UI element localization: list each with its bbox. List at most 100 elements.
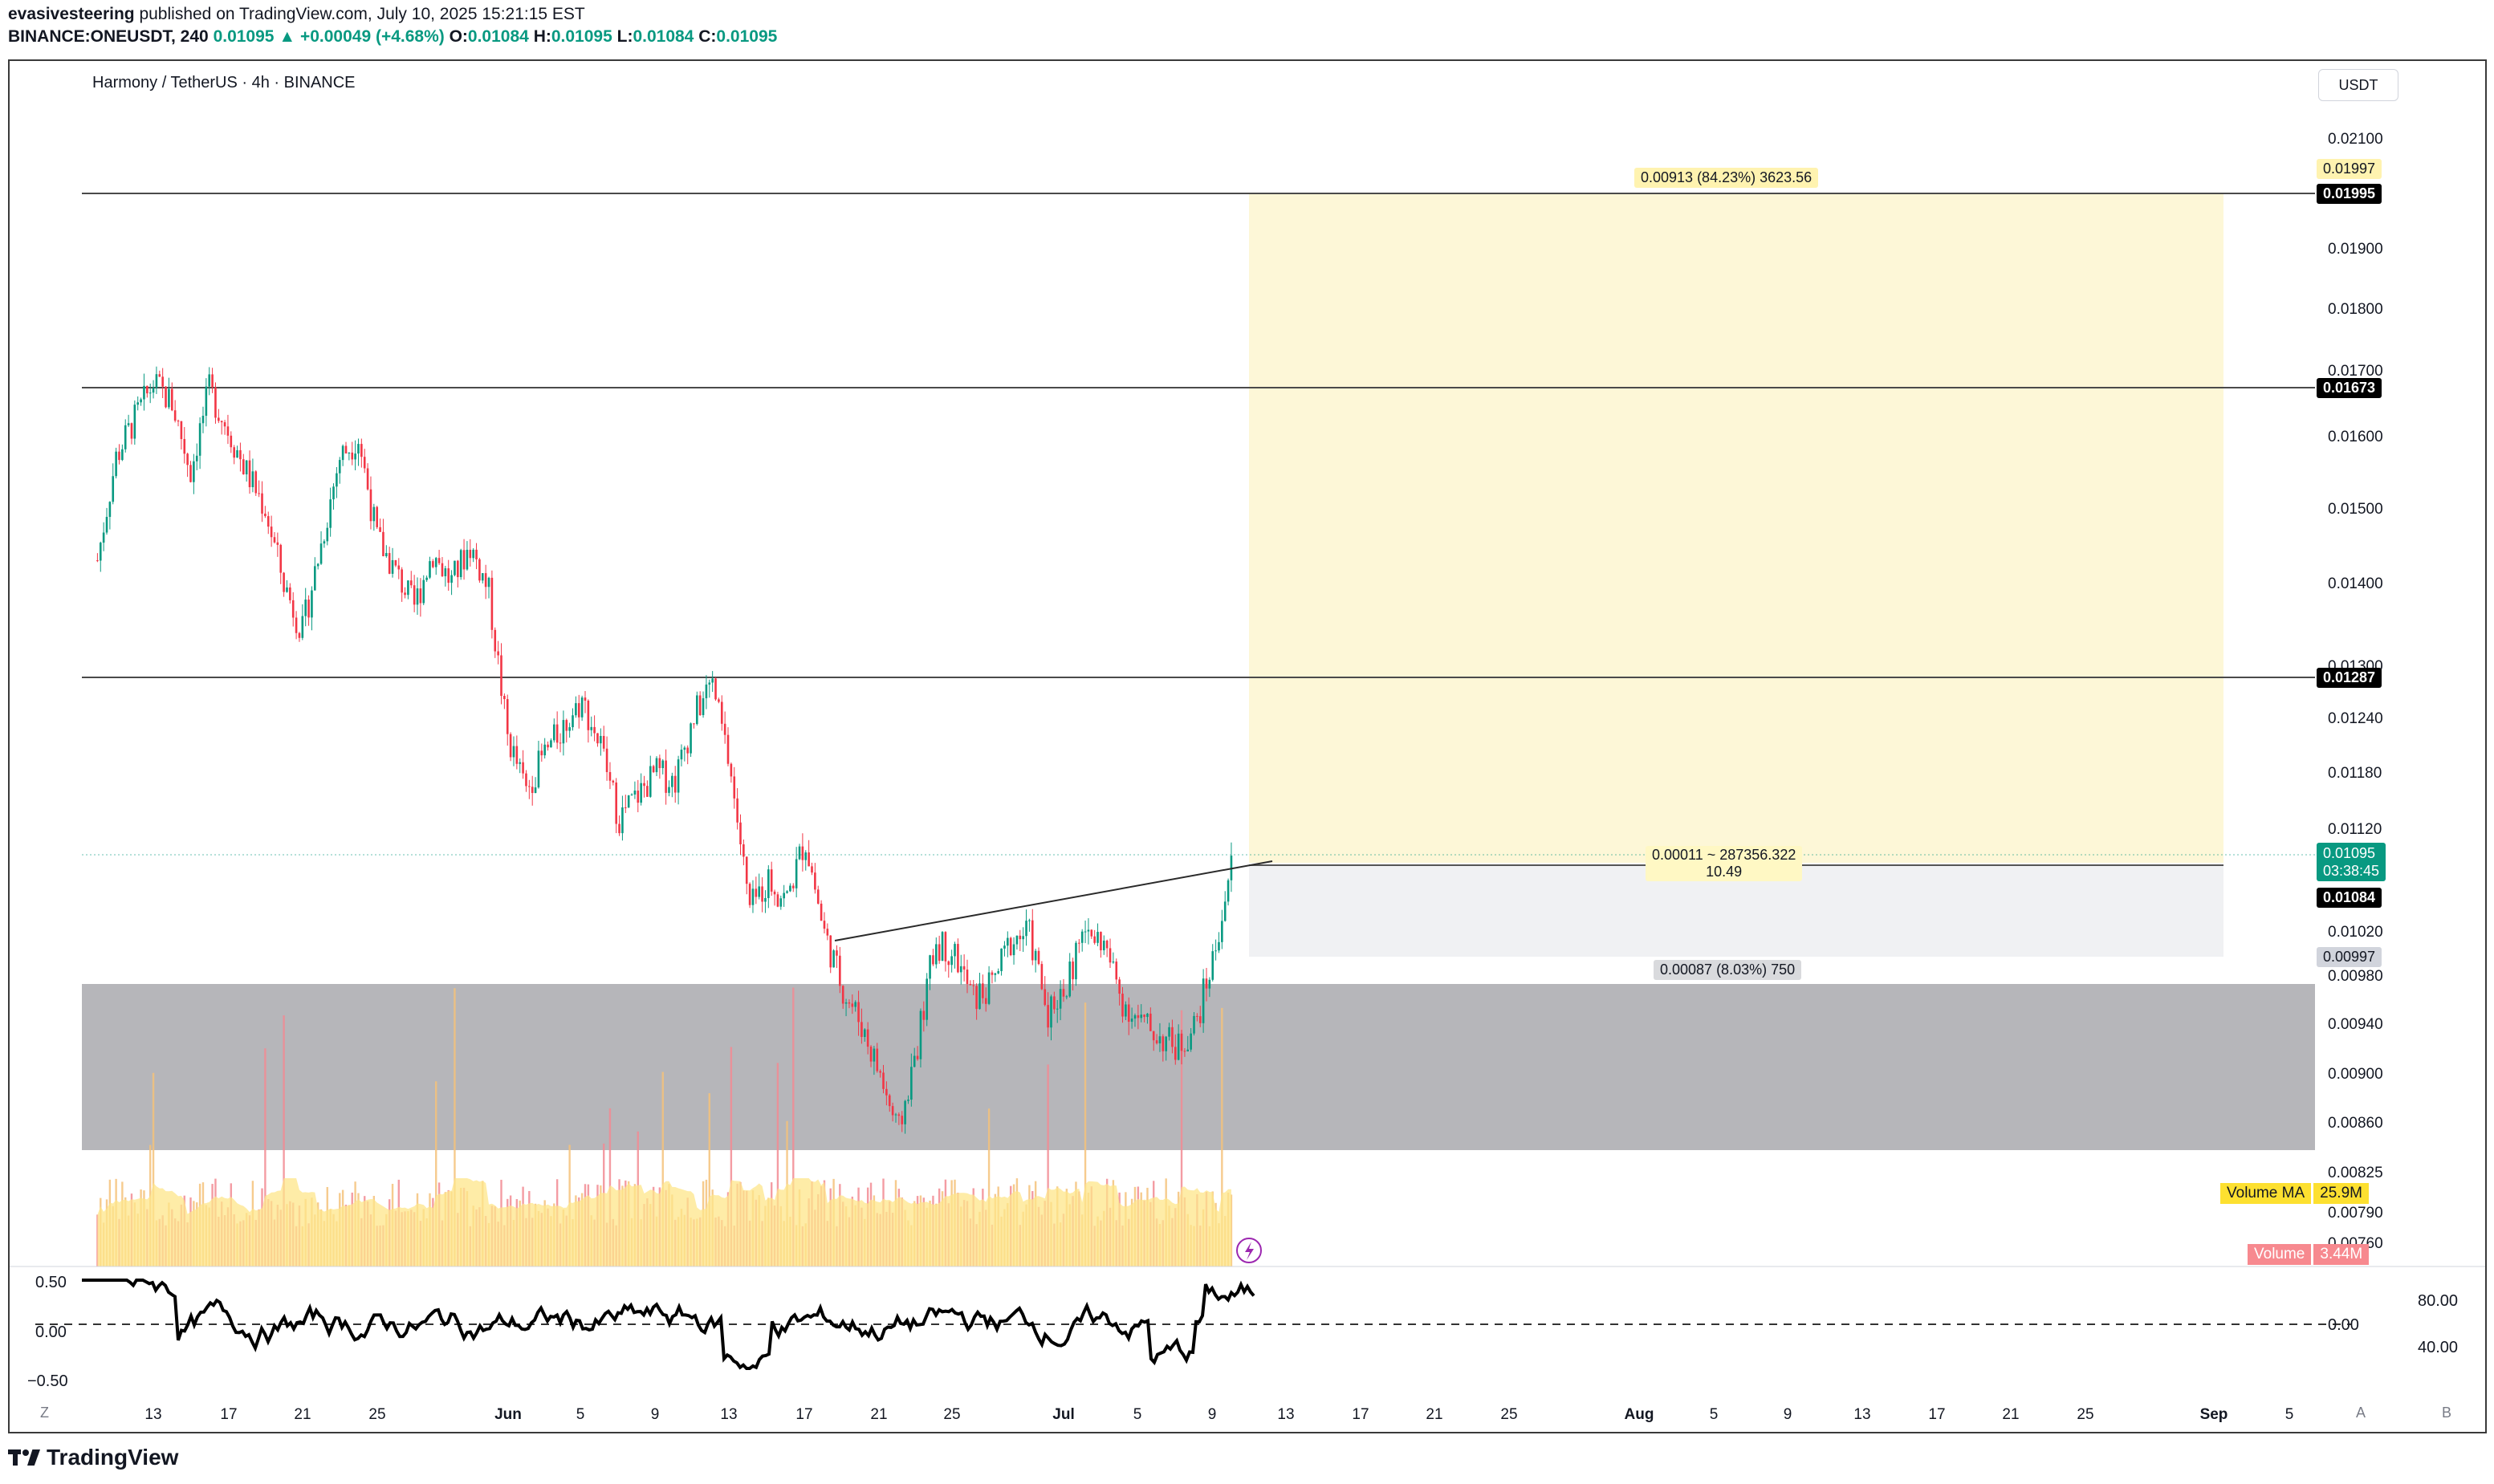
candle-body — [242, 459, 245, 475]
candle-body — [910, 1067, 913, 1100]
candle-body — [1105, 940, 1109, 949]
candle-body — [602, 735, 605, 749]
candle-body — [1133, 1014, 1137, 1019]
entry-label[interactable]: 0.00011 ~ 287356.322 10.49 — [1646, 846, 1803, 881]
candle-body — [873, 1048, 876, 1062]
candle-body — [1193, 1015, 1195, 1034]
candle-body — [462, 550, 466, 570]
candle-body — [437, 558, 441, 563]
candle-body — [748, 884, 751, 905]
time-axis[interactable]: 13 17 21 25 Jun 5 9 13 17 21 25 Jul 5 9 13 17 21 25 Aug 5 9 1… — [144, 1406, 2293, 1423]
volume-ma-tag[interactable]: Volume MA 25.9M — [2220, 1183, 2369, 1204]
candle-body — [1015, 935, 1019, 945]
candle-body — [1186, 1049, 1190, 1052]
candle-body — [575, 703, 577, 716]
candle-body — [885, 1088, 888, 1096]
volume-value: 3.44M — [2313, 1244, 2370, 1265]
volume-tag[interactable]: Volume 3.44M — [2248, 1244, 2370, 1265]
stop-label[interactable]: 0.00087 (8.03%) 750 — [1654, 960, 1802, 980]
demand-zone[interactable] — [82, 984, 2315, 1150]
candle-body — [673, 775, 677, 793]
target-label[interactable]: 0.00913 (84.23%) 3623.56 — [1634, 168, 1819, 188]
candle-body — [266, 516, 270, 527]
high-value: 0.01095 — [551, 27, 612, 46]
candle-body — [1059, 989, 1062, 1009]
candle-body — [1196, 1015, 1198, 1017]
candle-body — [329, 499, 332, 528]
currency-button[interactable]: USDT — [2318, 69, 2398, 101]
candle-body — [879, 1071, 881, 1073]
candle-body — [714, 678, 717, 700]
candle-body — [665, 760, 667, 793]
candle-body — [1205, 978, 1208, 989]
trendline[interactable] — [834, 860, 1273, 941]
candle-body — [1214, 950, 1217, 952]
candle-body — [304, 600, 307, 616]
candle-body — [982, 983, 984, 998]
candle-body — [525, 773, 527, 787]
candle-body — [1087, 929, 1090, 932]
candle-body — [975, 986, 978, 1010]
candle-body — [360, 444, 363, 457]
candle-body — [904, 1100, 906, 1124]
candle-body — [341, 445, 344, 461]
candle-body — [587, 700, 590, 730]
candle-body — [500, 655, 502, 697]
volume-bar — [708, 1093, 710, 1266]
target-zone[interactable] — [1249, 193, 2223, 863]
candle-body — [264, 513, 266, 517]
candle-body — [795, 859, 798, 888]
zoom-button[interactable]: Z — [40, 1405, 49, 1421]
candle-body — [779, 898, 783, 907]
tradingview-logo[interactable]: TradingView — [8, 1445, 178, 1470]
candle-body — [472, 549, 474, 559]
candle-body — [1208, 979, 1211, 989]
candle-body — [555, 724, 559, 743]
candle-body — [168, 388, 170, 408]
symbol-legend: BINANCE:ONEUSDT, 240 0.01095 ▲ +0.00049 … — [8, 27, 777, 47]
candle-body — [112, 476, 115, 502]
auto-scale-button[interactable]: A — [2356, 1405, 2366, 1421]
candle-body — [506, 699, 509, 734]
candle-body — [105, 517, 108, 533]
log-scale-button[interactable]: B — [2442, 1405, 2452, 1421]
level-2-price-tag: 0.01673 — [2317, 378, 2382, 398]
candle-body — [201, 416, 205, 424]
candle-body — [1062, 989, 1065, 997]
candle-body — [379, 527, 381, 532]
candle-body — [944, 932, 947, 962]
candle-body — [723, 723, 726, 735]
candle-body — [96, 560, 99, 562]
candle-body — [1034, 950, 1037, 961]
candle-body — [425, 577, 428, 580]
candle-body — [702, 697, 705, 715]
candle-body — [590, 726, 593, 730]
lightning-glyph — [1245, 1242, 1254, 1260]
candle-body — [1078, 942, 1080, 944]
candle-body — [984, 998, 987, 1004]
osc-axis-right-top: 80.00 — [2418, 1292, 2458, 1310]
open-value: 0.01084 — [467, 27, 529, 46]
candle-body — [894, 1114, 897, 1116]
candle-body — [146, 385, 149, 394]
candle-body — [118, 451, 120, 461]
candle-body — [1096, 932, 1099, 943]
candle-body — [416, 588, 419, 605]
author-name[interactable]: evasivesteering — [8, 5, 135, 23]
candle-body — [251, 471, 254, 487]
price-axis[interactable]: 0.02100 0.01900 0.01800 0.01700 0.01600 0.015… — [2328, 131, 2383, 1252]
candle-body — [404, 592, 406, 596]
price-axis-label: 0.01700 — [2328, 363, 2383, 380]
candle-body — [534, 787, 537, 794]
candle-body — [929, 955, 931, 979]
candle-body — [478, 559, 481, 581]
time-axis-label: 5 — [576, 1406, 585, 1423]
osc-axis-right-mid: 0.00 — [2328, 1316, 2359, 1334]
candle-body — [851, 1003, 854, 1007]
candle-body — [839, 955, 841, 986]
candle-body — [1065, 996, 1068, 998]
time-axis-label: Jul — [1052, 1406, 1074, 1423]
candle-body — [248, 460, 251, 487]
candle-body — [1211, 951, 1214, 980]
